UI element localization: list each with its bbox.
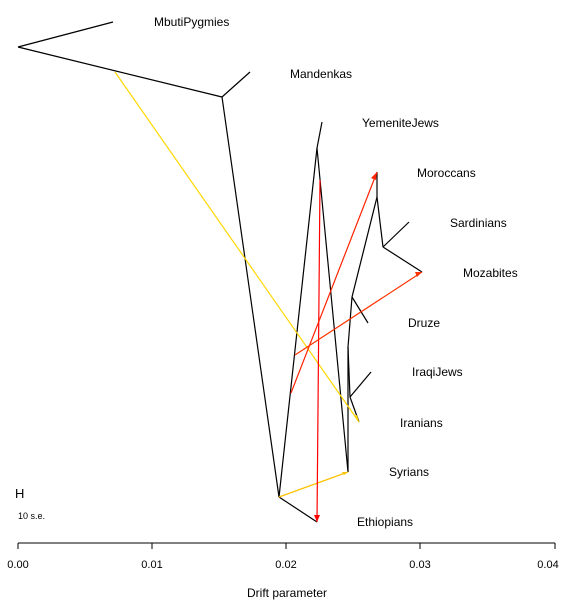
- label-syrians: Syrians: [389, 465, 429, 479]
- arrowhead-ethiopians: [314, 515, 320, 522]
- branch-node3-node4: [316, 147, 349, 473]
- branch-node5-node7: [347, 346, 351, 398]
- branch-node9-mozabites: [382, 246, 423, 273]
- label-mozabites: Mozabites: [463, 266, 518, 280]
- legend-symbol: H: [15, 486, 24, 501]
- arrowhead-iranians: [354, 415, 359, 422]
- migration-to-mozabites: [294, 271, 423, 356]
- migration-node2-to-syrians: [278, 471, 349, 498]
- branch-node7-iraqijews: [349, 371, 372, 398]
- tick-label: 0.04: [537, 559, 558, 571]
- migration-edges: [114, 71, 423, 523]
- x-axis: 0.00 0.01 0.02 0.03 0.04 Drift parameter: [7, 542, 559, 600]
- tree-branches: [17, 21, 423, 523]
- branch-node6-druze: [351, 296, 369, 324]
- arrowhead-moroccans: [371, 172, 377, 180]
- branch-node2-ethiopians: [278, 496, 318, 523]
- label-sardinians: Sardinians: [450, 216, 507, 230]
- branch-node1-node2: [221, 96, 280, 498]
- label-iraqijews: IraqiJews: [412, 365, 463, 379]
- branch-node5-node6: [347, 296, 353, 348]
- tick-label: 0.03: [409, 559, 430, 571]
- label-mandenkas: Mandenkas: [290, 67, 352, 81]
- legend-scale-label: 10 s.e.: [18, 511, 45, 521]
- label-yemenitejews: YemeniteJews: [362, 116, 439, 130]
- arrowhead-mozabites: [415, 272, 422, 277]
- legend: H 10 s.e.: [15, 486, 45, 521]
- branch-node8-node9: [376, 196, 384, 248]
- tick-label: 0.00: [7, 559, 28, 571]
- population-labels: MbutiPygmies Mandenkas YemeniteJews Moro…: [154, 15, 518, 529]
- arrow-heads: [314, 172, 422, 522]
- label-ethiopians: Ethiopians: [357, 515, 413, 529]
- arrowhead-syrians: [342, 472, 348, 475]
- branch-node2-node3: [278, 147, 318, 498]
- tick-label: 0.01: [141, 559, 162, 571]
- axis-title: Drift parameter: [247, 586, 327, 600]
- migration-to-moroccans: [290, 171, 378, 394]
- migration-mbuti-to-iranians: [114, 71, 360, 423]
- branch-node9-sardinians: [382, 221, 410, 248]
- branch-root-node1: [17, 46, 223, 98]
- branch-node1-mandenkas: [221, 71, 251, 98]
- label-mbutipygmies: MbutiPygmies: [154, 15, 229, 29]
- migration-node3-to-ethiopians: [316, 179, 321, 523]
- branch-root-mbuti: [17, 21, 114, 48]
- branch-node6-node8: [351, 196, 378, 298]
- tick-label: 0.02: [275, 559, 296, 571]
- label-iranians: Iranians: [400, 416, 443, 430]
- label-moroccans: Moroccans: [417, 166, 476, 180]
- label-druze: Druze: [408, 316, 440, 330]
- branch-node3-yemenitejews: [316, 121, 323, 149]
